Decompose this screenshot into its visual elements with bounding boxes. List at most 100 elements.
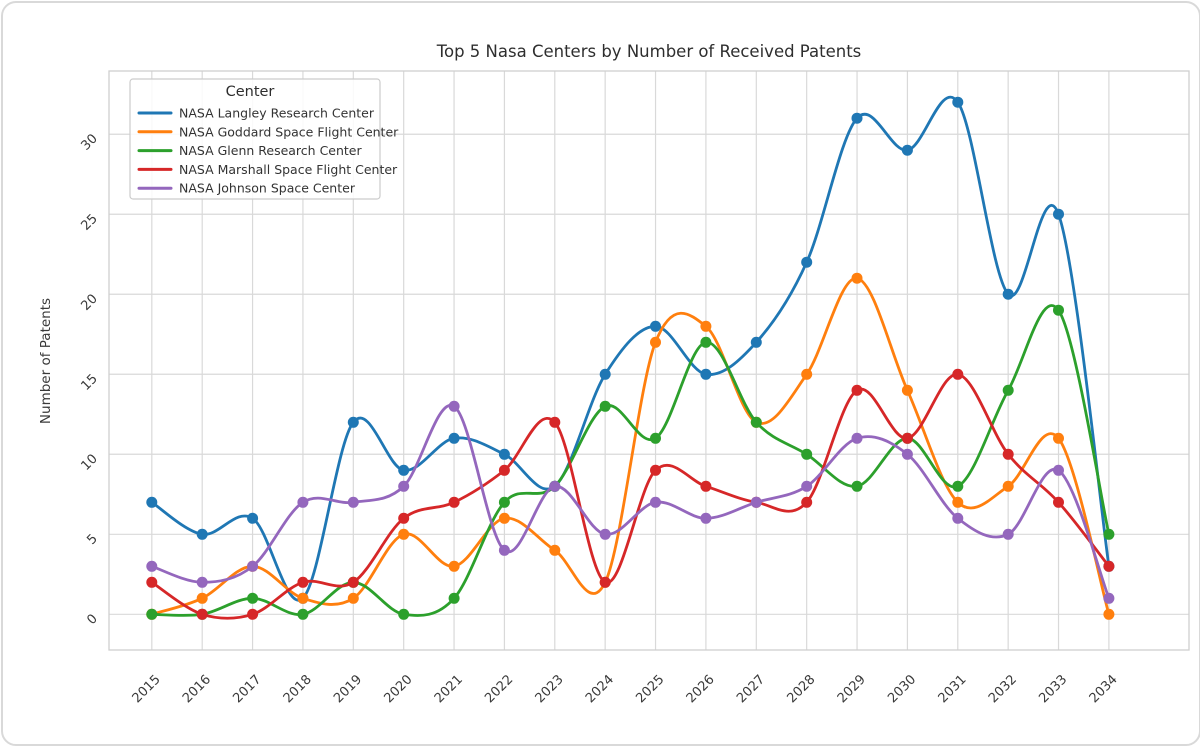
data-point-marker: [146, 608, 158, 620]
x-tick-label: 2015: [130, 672, 164, 706]
data-point-marker: [297, 608, 309, 620]
x-tick-label: 2022: [482, 672, 516, 706]
x-tick-label: 2025: [633, 672, 667, 706]
data-series: [146, 96, 1115, 620]
data-point-marker: [750, 496, 762, 508]
x-tick-label: 2032: [986, 672, 1020, 706]
y-tick-label: 25: [79, 211, 101, 233]
data-point-marker: [801, 480, 813, 492]
data-point-marker: [498, 464, 510, 476]
data-point-marker: [498, 496, 510, 508]
data-point-marker: [146, 576, 158, 588]
data-point-marker: [650, 320, 661, 332]
x-tick-label: 2024: [583, 672, 617, 706]
data-point-marker: [650, 336, 661, 348]
x-tick-label: 2020: [382, 672, 416, 706]
data-point-marker: [952, 96, 964, 108]
data-point-marker: [1002, 384, 1014, 396]
y-tick-label: 0: [84, 612, 100, 628]
data-point-marker: [297, 576, 309, 588]
data-point-marker: [398, 608, 410, 620]
legend-item-nasa-langley-research-center: NASA Langley Research Center: [137, 106, 375, 121]
series-line: [150, 96, 1111, 602]
data-point-marker: [599, 368, 611, 380]
data-point-marker: [801, 496, 813, 508]
data-point-marker: [398, 480, 410, 492]
data-point-marker: [1103, 608, 1115, 620]
series-line: [150, 403, 1111, 600]
legend-item-label: NASA Langley Research Center: [179, 106, 375, 121]
data-point-marker: [247, 512, 259, 524]
x-tick-label: 2030: [885, 672, 919, 706]
data-point-marker: [247, 560, 259, 572]
series-nasa-langley-research-center: [146, 96, 1115, 604]
data-point-marker: [196, 592, 208, 604]
data-point-marker: [448, 496, 460, 508]
x-tick-label: 2021: [432, 672, 466, 706]
legend-item-label: NASA Goddard Space Flight Center: [179, 124, 399, 139]
data-point-marker: [549, 544, 561, 556]
data-point-marker: [196, 576, 208, 588]
data-point-marker: [700, 512, 712, 524]
legend-item-label: NASA Glenn Research Center: [179, 143, 363, 158]
x-tick-label: 2034: [1087, 672, 1121, 706]
data-point-marker: [1103, 560, 1115, 572]
data-point-marker: [448, 400, 460, 412]
data-point-marker: [750, 416, 762, 428]
x-tick-label: 2027: [734, 672, 768, 706]
data-point-marker: [549, 416, 561, 428]
data-point-marker: [700, 480, 712, 492]
legend-item-label: NASA Marshall Space Flight Center: [179, 162, 398, 177]
data-point-marker: [1002, 480, 1014, 492]
line-chart-figure: Center NASA Langley Research Center NASA G…: [38, 42, 1190, 706]
data-point-marker: [650, 496, 661, 508]
data-point-marker: [297, 496, 309, 508]
data-point-marker: [146, 496, 158, 508]
data-point-marker: [901, 384, 913, 396]
series-line: [150, 372, 1111, 620]
data-point-marker: [851, 112, 863, 124]
data-point-marker: [700, 320, 712, 332]
data-point-marker: [952, 512, 964, 524]
data-point-marker: [1053, 304, 1064, 316]
data-point-marker: [700, 368, 712, 380]
y-tick-label: 30: [79, 131, 101, 153]
series-nasa-marshall-space-flight-center: [146, 368, 1115, 620]
data-point-marker: [851, 272, 863, 284]
legend: Center NASA Langley Research Center NASA G…: [129, 78, 399, 200]
y-tick-label: 20: [79, 291, 101, 313]
data-point-marker: [1053, 208, 1064, 220]
legend-title: Center: [226, 84, 275, 100]
data-point-marker: [347, 576, 359, 588]
data-point-marker: [196, 608, 208, 620]
y-axis-label: Number of Patents: [38, 298, 54, 424]
data-point-marker: [952, 480, 964, 492]
data-point-marker: [599, 400, 611, 412]
data-point-marker: [448, 560, 460, 572]
series-nasa-johnson-space-center: [146, 400, 1115, 604]
series-line: [150, 276, 1111, 616]
data-point-marker: [1053, 432, 1064, 444]
x-tick-label: 2033: [1036, 672, 1070, 706]
legend-item-nasa-goddard-space-flight-center: NASA Goddard Space Flight Center: [137, 124, 399, 139]
data-point-marker: [901, 432, 913, 444]
axis-tick-labels: 2015 2016 2017 2018 2019 2020 2021 2022 2023 2024…: [79, 131, 1121, 706]
data-point-marker: [498, 512, 510, 524]
x-tick-label: 2031: [936, 672, 970, 706]
plot-border: [108, 70, 1190, 651]
data-point-marker: [952, 368, 964, 380]
legend-box: [129, 78, 381, 200]
chart-title: Top 5 Nasa Centers by Number of Received…: [436, 42, 862, 61]
data-point-marker: [347, 416, 359, 428]
x-tick-label: 2018: [281, 672, 315, 706]
y-tick-label: 5: [84, 532, 100, 548]
data-point-marker: [650, 432, 661, 444]
data-point-marker: [901, 144, 913, 156]
data-point-marker: [901, 448, 913, 460]
data-point-marker: [599, 576, 611, 588]
data-point-marker: [599, 528, 611, 540]
data-point-marker: [347, 592, 359, 604]
data-point-marker: [1103, 528, 1115, 540]
